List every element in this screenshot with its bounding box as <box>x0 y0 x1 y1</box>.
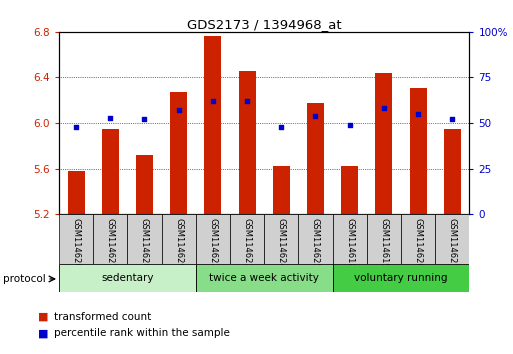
Bar <box>341 166 358 214</box>
Title: GDS2173 / 1394968_at: GDS2173 / 1394968_at <box>187 18 342 31</box>
Point <box>414 111 422 117</box>
Bar <box>444 129 461 214</box>
Bar <box>401 214 435 264</box>
Bar <box>230 214 264 264</box>
Text: GSM114623: GSM114623 <box>243 218 251 269</box>
Bar <box>127 214 162 264</box>
Bar <box>170 92 187 214</box>
Bar <box>409 88 427 214</box>
Text: percentile rank within the sample: percentile rank within the sample <box>54 329 230 338</box>
Bar <box>367 214 401 264</box>
Point <box>209 98 217 104</box>
Bar <box>93 214 127 264</box>
Bar <box>196 264 332 292</box>
Point <box>311 113 320 119</box>
Text: GSM114625: GSM114625 <box>311 218 320 269</box>
Bar <box>59 264 196 292</box>
Bar <box>162 214 196 264</box>
Text: GSM114621: GSM114621 <box>448 218 457 269</box>
Bar <box>307 103 324 214</box>
Bar <box>204 36 222 214</box>
Bar <box>68 171 85 214</box>
Bar <box>102 129 119 214</box>
Text: GSM114626: GSM114626 <box>72 218 81 269</box>
Text: protocol: protocol <box>3 274 45 284</box>
Bar <box>239 70 255 214</box>
Bar <box>273 166 290 214</box>
Bar <box>332 264 469 292</box>
Text: GSM114619: GSM114619 <box>380 218 388 269</box>
Bar <box>136 155 153 214</box>
Point <box>380 105 388 111</box>
Point <box>174 107 183 113</box>
Bar <box>196 214 230 264</box>
Text: transformed count: transformed count <box>54 312 151 322</box>
Text: GSM114618: GSM114618 <box>345 218 354 269</box>
Point <box>243 98 251 104</box>
Text: ■: ■ <box>38 312 49 322</box>
Bar <box>59 214 93 264</box>
Bar <box>376 73 392 214</box>
Text: GSM114629: GSM114629 <box>174 218 183 269</box>
Point <box>141 116 149 122</box>
Text: sedentary: sedentary <box>101 273 154 283</box>
Text: GSM114622: GSM114622 <box>208 218 218 269</box>
Text: GSM114624: GSM114624 <box>277 218 286 269</box>
Bar <box>332 214 367 264</box>
Point <box>448 116 457 122</box>
Bar <box>264 214 299 264</box>
Text: GSM114620: GSM114620 <box>413 218 423 269</box>
Bar <box>435 214 469 264</box>
Text: GSM114627: GSM114627 <box>106 218 115 269</box>
Point <box>277 124 285 130</box>
Point <box>346 122 354 128</box>
Point <box>106 115 114 120</box>
Point <box>72 124 80 130</box>
Text: voluntary running: voluntary running <box>354 273 448 283</box>
Bar <box>299 214 332 264</box>
Text: twice a week activity: twice a week activity <box>209 273 319 283</box>
Text: GSM114628: GSM114628 <box>140 218 149 269</box>
Text: ■: ■ <box>38 329 49 338</box>
